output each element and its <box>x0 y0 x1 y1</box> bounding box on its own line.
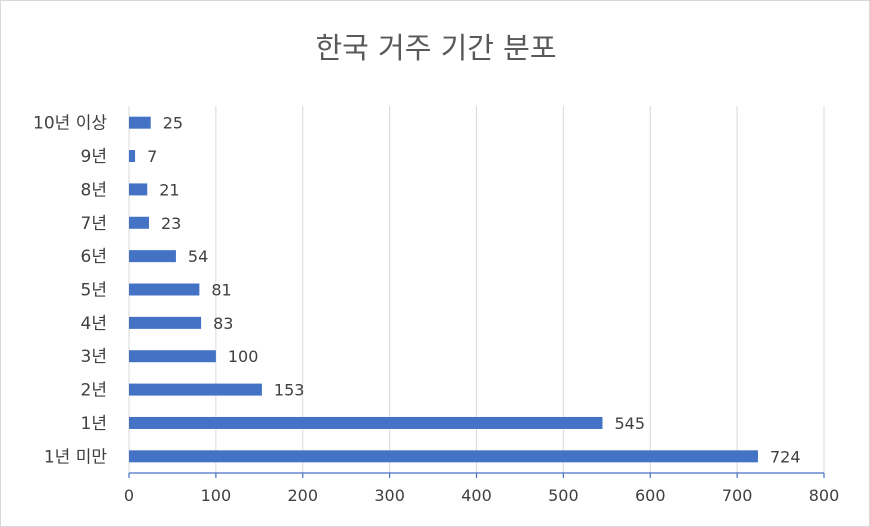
data-label-3: 100 <box>228 347 259 366</box>
bar-3 <box>129 350 216 363</box>
data-label-1: 545 <box>614 414 645 433</box>
bar-8 <box>129 183 148 196</box>
data-label-2: 153 <box>274 381 305 400</box>
bar-0 <box>129 450 758 463</box>
bar-6 <box>129 250 176 263</box>
x-tick-label-8: 800 <box>809 486 840 505</box>
y-tick-label-8: 8년 <box>81 180 107 200</box>
bar-9 <box>129 150 136 163</box>
data-label-8: 21 <box>159 180 179 199</box>
y-tick-label-0: 1년 미만 <box>44 447 107 467</box>
chart-title: 한국 거주 기간 분포 <box>315 31 557 65</box>
y-tick-label-1: 1년 <box>81 414 107 434</box>
x-tick-label-2: 200 <box>287 486 318 505</box>
data-label-6: 54 <box>188 247 208 266</box>
y-tick-label-9: 9년 <box>81 147 107 167</box>
data-label-5: 81 <box>211 281 231 300</box>
y-tick-label-7: 7년 <box>81 214 107 234</box>
y-tick-label-6: 6년 <box>81 247 107 267</box>
bar-10 <box>129 116 151 129</box>
y-tick-label-5: 5년 <box>81 281 107 301</box>
y-tick-label-2: 2년 <box>81 381 107 401</box>
x-tick-label-4: 400 <box>461 486 492 505</box>
x-tick-label-6: 600 <box>635 486 666 505</box>
data-label-10: 25 <box>163 114 183 133</box>
x-tick-label-3: 300 <box>374 486 405 505</box>
bar-5 <box>129 283 200 296</box>
x-tick-label-5: 500 <box>548 486 579 505</box>
bar-7 <box>129 216 149 229</box>
y-tick-label-4: 4년 <box>81 314 107 334</box>
bar-2 <box>129 383 262 396</box>
x-tick-label-0: 0 <box>124 486 134 505</box>
bar-1 <box>129 416 603 429</box>
y-tick-label-10: 10년 이상 <box>33 114 107 134</box>
data-label-9: 7 <box>147 147 157 166</box>
x-tick-label-7: 700 <box>722 486 753 505</box>
x-tick-label-1: 100 <box>201 486 232 505</box>
data-label-7: 23 <box>161 214 181 233</box>
data-label-4: 83 <box>213 314 233 333</box>
bar-4 <box>129 316 202 329</box>
data-label-0: 724 <box>770 447 801 466</box>
y-tick-label-3: 3년 <box>81 347 107 367</box>
